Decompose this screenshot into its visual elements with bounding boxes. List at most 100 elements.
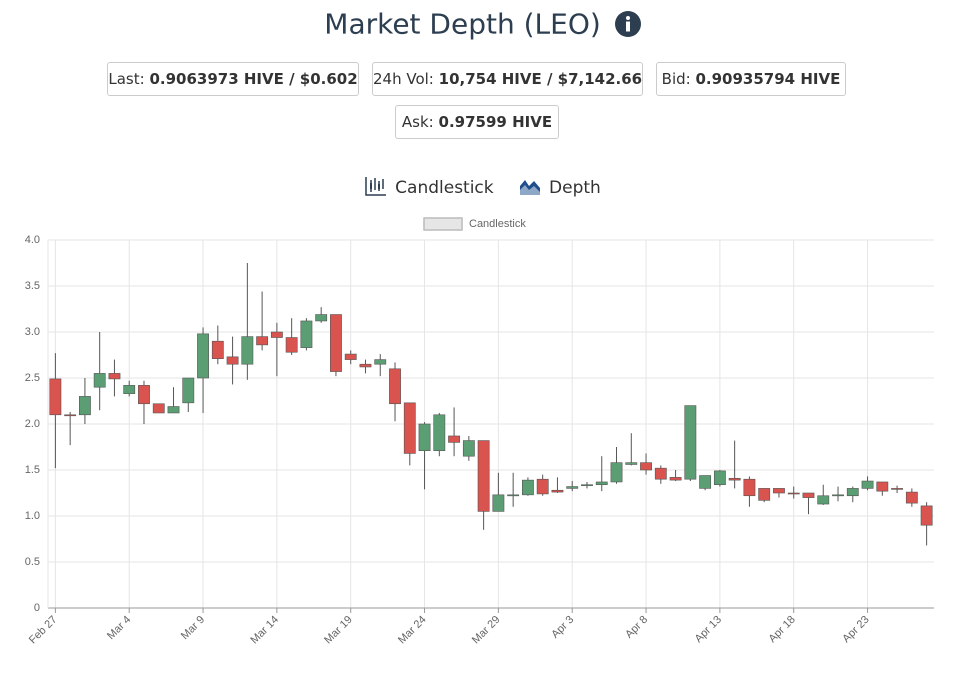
candle-body — [418, 423, 431, 451]
candle-body — [462, 440, 475, 457]
stat-box: Bid: 0.90935794 HIVE — [656, 62, 846, 96]
tabs: Candlestick Depth — [0, 176, 966, 198]
stat-box: Last: 0.9063973 HIVE / $0.602 — [107, 62, 359, 96]
candle-body — [226, 356, 239, 365]
candle-body — [374, 359, 387, 365]
x-tick-label: Apr 23 — [840, 614, 871, 645]
candle-body — [846, 488, 859, 497]
candle-body — [654, 467, 667, 480]
depth-icon — [520, 180, 541, 195]
candle-body — [905, 491, 918, 504]
x-tick-label: Mar 4 — [105, 614, 133, 642]
candle-body — [315, 314, 328, 322]
stat-value: 0.90935794 HIVE — [695, 70, 841, 88]
legend-swatch — [423, 217, 463, 231]
x-tick-label: Mar 9 — [179, 614, 207, 642]
candle-body — [138, 385, 150, 405]
y-tick-label: 3.0 — [25, 326, 40, 338]
candle-body — [876, 481, 889, 492]
candle-body — [861, 480, 874, 489]
x-tick-label: Apr 18 — [766, 614, 797, 645]
candle-body — [403, 402, 416, 454]
chart: Candlestick 0 0.5 1.0 1.5 2.0 2.5 3.0 3.5 4.0 Feb … — [25, 217, 934, 647]
candle-body — [699, 475, 712, 489]
stat-label: Last: — [108, 70, 145, 88]
tab[interactable]: Depth — [519, 176, 601, 198]
candle-body — [566, 486, 579, 489]
candle-body — [79, 396, 91, 416]
stat-label: 24h Vol: — [373, 70, 434, 88]
candle-body — [152, 403, 165, 414]
stat-value: 10,754 HIVE / $7,142.66 — [438, 70, 643, 88]
x-tick-label: Mar 24 — [396, 614, 429, 647]
candle-body — [285, 337, 298, 353]
candle-body — [507, 494, 520, 497]
stat-value: 0.97599 HIVE — [438, 113, 553, 131]
candle-body — [743, 478, 756, 497]
candle-body — [536, 478, 549, 495]
candle-body — [713, 470, 726, 486]
candle-body — [241, 336, 254, 365]
info-icon[interactable] — [614, 10, 642, 38]
candle-body — [49, 378, 62, 416]
candle-body — [197, 333, 209, 379]
candle-body — [625, 462, 638, 465]
candle-body — [728, 477, 741, 481]
candle-body — [669, 477, 682, 481]
candle-body — [123, 385, 136, 394]
header: Market Depth (LEO) — [0, 6, 966, 41]
x-tick-label: Apr 8 — [623, 614, 650, 641]
candle-body — [492, 494, 505, 512]
y-tick-label: 3.5 — [25, 280, 40, 292]
candle-body — [817, 495, 830, 505]
legend-label: Candlestick — [469, 218, 526, 230]
candle-body — [448, 435, 460, 443]
candle-body — [920, 505, 933, 526]
tab-label: Depth — [549, 178, 601, 198]
tab[interactable]: Candlestick — [365, 176, 494, 198]
y-tick-label: 1.0 — [25, 510, 40, 522]
candle-body — [330, 314, 342, 372]
candle-body — [758, 488, 771, 501]
tab-label: Candlestick — [395, 178, 494, 198]
candle-body — [477, 440, 490, 512]
y-tick-label: 1.5 — [25, 464, 40, 476]
candle-body — [640, 462, 652, 471]
candle-body — [256, 336, 269, 346]
y-tick-label: 2.5 — [25, 372, 40, 384]
stat-box: 24h Vol: 10,754 HIVE / $7,142.66 — [372, 62, 643, 96]
candle-body — [832, 494, 844, 497]
candle-body — [581, 484, 593, 487]
x-tick-label: Apr 3 — [549, 614, 576, 641]
candle-body — [891, 488, 903, 490]
candle-body — [802, 492, 815, 498]
stat-box: Ask: 0.97599 HIVE — [395, 105, 559, 139]
candle-body — [270, 331, 283, 338]
candle-body — [610, 462, 623, 483]
stat-label: Bid: — [661, 70, 691, 88]
x-tick-label: Mar 29 — [470, 614, 503, 647]
y-tick-label: 2.0 — [25, 418, 40, 430]
candle-body — [389, 368, 401, 405]
x-tick-label: Feb 27 — [27, 614, 60, 647]
stat-value: 0.9063973 HIVE / $0.602 — [149, 70, 358, 88]
candle-body — [93, 373, 106, 388]
y-tick-label: 0 — [34, 602, 40, 614]
x-tick-label: Mar 14 — [248, 614, 281, 647]
candle-body — [211, 340, 224, 359]
x-tick-label: Mar 19 — [322, 614, 355, 647]
candle-body — [108, 373, 121, 380]
candle-body — [344, 353, 357, 360]
x-tick-label: Apr 13 — [693, 614, 724, 645]
candle-body — [433, 414, 446, 451]
stat-label: Ask: — [401, 113, 434, 131]
page-title: Market Depth (LEO) — [324, 7, 601, 41]
candle-body — [522, 479, 534, 496]
candle-body — [787, 492, 800, 495]
candle-body — [359, 363, 372, 368]
candle-body — [182, 377, 195, 404]
candle-body — [773, 488, 785, 494]
candle-body — [595, 481, 608, 486]
candle-body — [300, 320, 313, 348]
